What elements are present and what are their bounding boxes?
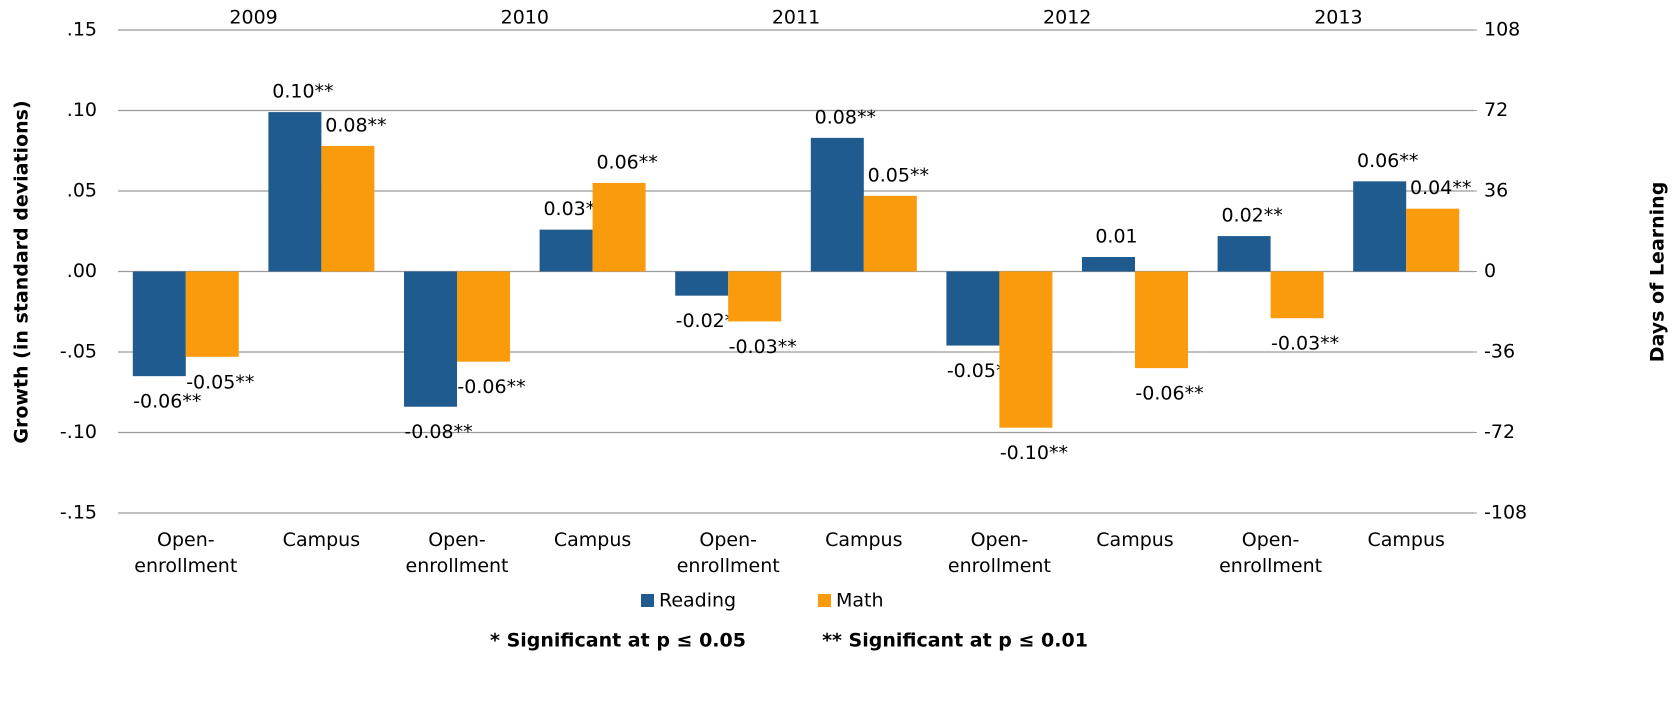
footnote: * Significant at p ≤ 0.05: [490, 630, 746, 652]
y2-tick-label: 36: [1484, 180, 1508, 202]
x-tick-label: Open-enrollment: [676, 529, 780, 577]
value-label: -0.06**: [1135, 383, 1203, 405]
x-tick-label: Campus: [825, 529, 903, 551]
y2-tick-label: -72: [1484, 421, 1515, 443]
bar: [946, 271, 1000, 346]
bar: [321, 145, 375, 272]
bar: [863, 195, 917, 272]
x-tick-label: Campus: [1367, 529, 1445, 551]
bar: [1217, 236, 1271, 272]
x-tick-label: Campus: [282, 529, 361, 551]
value-label: 0.05**: [868, 164, 929, 186]
bar: [675, 271, 729, 296]
bar: [1135, 271, 1188, 369]
bar: [999, 271, 1053, 428]
y-tick-label: .05: [67, 180, 97, 202]
value-label: 0.10**: [272, 81, 333, 103]
y-tick-label: .00: [67, 260, 97, 282]
value-label: 0.06**: [1357, 150, 1418, 172]
value-label: -0.06**: [133, 391, 201, 413]
bar: [1082, 257, 1135, 272]
y-tick-label: -.05: [60, 341, 97, 363]
y-tick-label: .10: [67, 99, 97, 121]
group-label: 2013: [1314, 7, 1362, 29]
value-label: -0.02**: [676, 310, 744, 332]
group-label: 2011: [772, 7, 820, 29]
value-label: -0.03**: [1271, 333, 1339, 355]
footnote: ** Significant at p ≤ 0.01: [822, 630, 1088, 652]
bar: [1353, 181, 1407, 272]
bar: [728, 271, 782, 322]
value-label: -0.05**: [947, 360, 1015, 382]
y-tick-label: .15: [67, 19, 97, 41]
value-label: -0.06**: [457, 376, 525, 398]
y2-axis-title: Days of Learning: [1647, 182, 1669, 363]
y2-tick-label: -36: [1484, 341, 1515, 363]
x-tick-label: Open-enrollment: [947, 529, 1051, 577]
legend-label: Reading: [659, 590, 736, 612]
value-label: 0.08**: [325, 114, 386, 136]
bar: [185, 271, 239, 357]
value-label: -0.10**: [1000, 442, 1068, 464]
value-label: 0.01: [1095, 226, 1137, 248]
bar: [457, 271, 510, 362]
legend-label: Math: [836, 590, 884, 612]
y2-tick-label: 72: [1484, 99, 1508, 121]
value-label: 0.06**: [596, 151, 657, 173]
bar: [539, 229, 593, 272]
value-label: 0.02**: [1221, 205, 1282, 227]
x-tick-label: Campus: [1096, 529, 1174, 551]
bar: [1270, 271, 1324, 319]
value-label: 0.03**: [543, 198, 604, 220]
group-label: 2009: [229, 7, 277, 29]
y-tick-label: -.15: [60, 502, 97, 524]
bar: [132, 271, 186, 377]
x-tick-label: Campus: [553, 529, 632, 551]
y-tick-label: -.10: [60, 421, 97, 443]
bar: [810, 137, 864, 272]
value-label: 0.04**: [1410, 177, 1471, 199]
bar: [1406, 208, 1460, 272]
legend-swatch: [641, 594, 654, 607]
y-axis-title: Growth (in standard deviations): [11, 100, 33, 443]
group-label: 2010: [501, 7, 549, 29]
value-label: -0.08**: [404, 421, 472, 443]
bar: [592, 182, 646, 272]
x-tick-label: Open-enrollment: [1219, 529, 1323, 577]
x-tick-label: Open-enrollment: [405, 529, 509, 577]
group-label: 2012: [1043, 7, 1091, 29]
y2-tick-label: 0: [1484, 260, 1496, 282]
x-tick-label: Open-enrollment: [134, 529, 238, 577]
y2-tick-label: 108: [1484, 19, 1520, 41]
value-label: 0.08**: [815, 106, 876, 128]
bar: [268, 112, 322, 272]
bar: [404, 271, 457, 407]
value-label: -0.05**: [186, 371, 254, 393]
y2-tick-label: -108: [1484, 502, 1527, 524]
value-label: -0.03**: [729, 336, 797, 358]
legend-swatch: [818, 594, 831, 607]
